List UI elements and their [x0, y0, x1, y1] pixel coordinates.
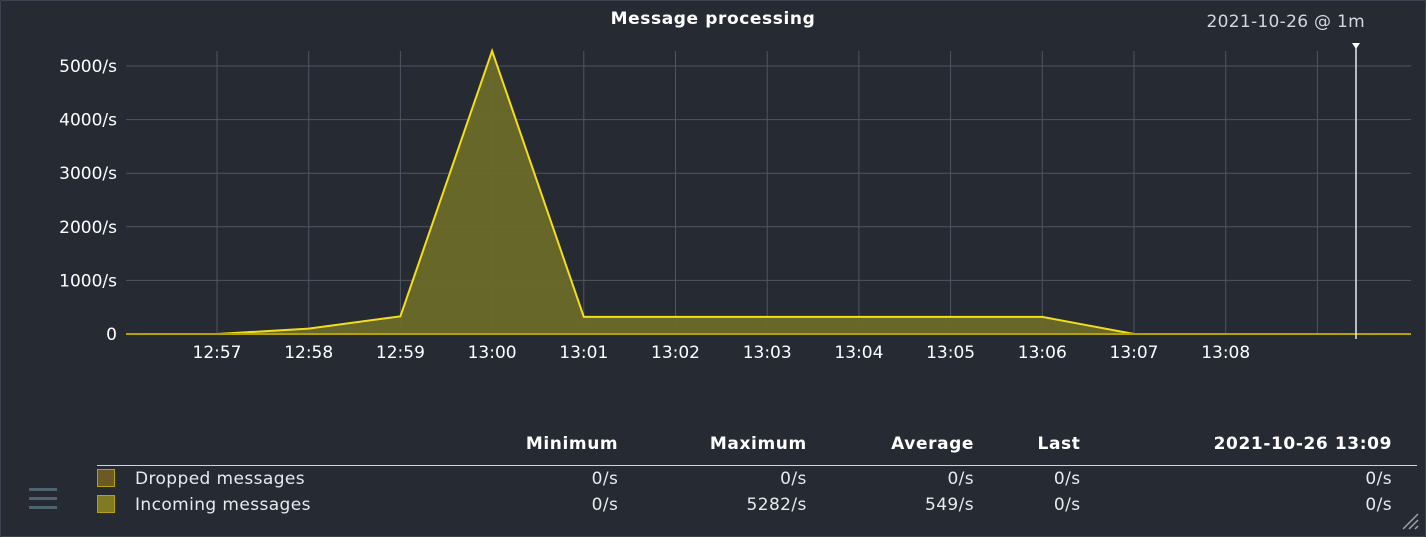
resize-handle-icon[interactable]	[1399, 510, 1419, 530]
grid-lines	[126, 51, 1411, 334]
legend-value-last: 0/s	[1053, 495, 1081, 515]
legend-table: Minimum Maximum Average Last 2021-10-26 …	[97, 431, 1417, 518]
legend-header-name	[97, 431, 464, 466]
legend-header-maximum: Maximum	[645, 431, 834, 466]
y-tick-label: 1000/s	[59, 271, 117, 291]
x-tick-label: 13:05	[926, 343, 975, 363]
x-tick-label: 13:03	[743, 343, 792, 363]
x-axis-ticks: 12:57 12:58 12:59 13:00 13:01 13:02 13:03 13:04…	[193, 343, 1251, 363]
legend-header-timestamp: 2021-10-26 13:09	[1107, 431, 1417, 466]
legend-value-current: 0/s	[1365, 469, 1392, 489]
legend-series-name: Incoming messages	[135, 495, 311, 515]
y-tick-label: 2000/s	[59, 218, 117, 238]
legend-value-current: 0/s	[1365, 495, 1392, 515]
x-tick-label: 12:57	[193, 343, 242, 363]
x-tick-label: 12:59	[376, 343, 425, 363]
legend-series-name: Dropped messages	[135, 469, 305, 489]
x-tick-label: 13:02	[651, 343, 700, 363]
legend-value-last: 0/s	[1053, 469, 1081, 489]
legend-name-cell: Incoming messages	[97, 492, 464, 518]
x-tick-label: 13:06	[1018, 343, 1067, 363]
incoming-messages-area	[126, 50, 1345, 335]
x-tick-label: 13:00	[468, 343, 517, 363]
time-marker[interactable]	[1352, 43, 1360, 339]
incoming-swatch	[97, 495, 115, 513]
legend-header-last: Last	[1001, 431, 1108, 466]
x-tick-label: 13:04	[834, 343, 883, 363]
y-axis-ticks: 0 1000/s 2000/s 3000/s 4000/s 5000/s	[59, 57, 117, 345]
legend-row-incoming: Incoming messages 0/s 5282/s 549/s 0/s 0…	[97, 492, 1417, 518]
legend-header-row: Minimum Maximum Average Last 2021-10-26 …	[97, 431, 1417, 466]
hamburger-menu-icon[interactable]	[29, 488, 57, 512]
legend-value-avg: 549/s	[925, 495, 975, 515]
time-marker-handle	[1352, 43, 1360, 49]
legend-row-dropped: Dropped messages 0/s 0/s 0/s 0/s 0/s	[97, 466, 1417, 493]
y-tick-label: 3000/s	[59, 164, 117, 184]
legend-value-min: 0/s	[591, 469, 619, 489]
x-tick-label: 13:07	[1110, 343, 1159, 363]
legend-header-average: Average	[833, 431, 1002, 466]
y-tick-label: 5000/s	[59, 57, 117, 77]
y-tick-label: 4000/s	[59, 111, 117, 131]
x-tick-label: 13:01	[559, 343, 608, 363]
legend-value-max: 0/s	[780, 469, 807, 489]
graph-title: Message processing	[610, 9, 816, 29]
legend-name-cell: Dropped messages	[97, 466, 464, 493]
legend-value-avg: 0/s	[947, 469, 975, 489]
x-tick-label: 12:58	[284, 343, 333, 363]
legend-value-max: 5282/s	[746, 495, 807, 515]
legend-header-minimum: Minimum	[463, 431, 646, 466]
dropped-swatch	[97, 469, 115, 487]
y-tick-label: 0	[106, 325, 117, 345]
graph-period: 2021-10-26 @ 1m	[1206, 12, 1365, 32]
legend-value-min: 0/s	[591, 495, 619, 515]
x-tick-label: 13:08	[1201, 343, 1250, 363]
series-areas	[126, 47, 1411, 335]
